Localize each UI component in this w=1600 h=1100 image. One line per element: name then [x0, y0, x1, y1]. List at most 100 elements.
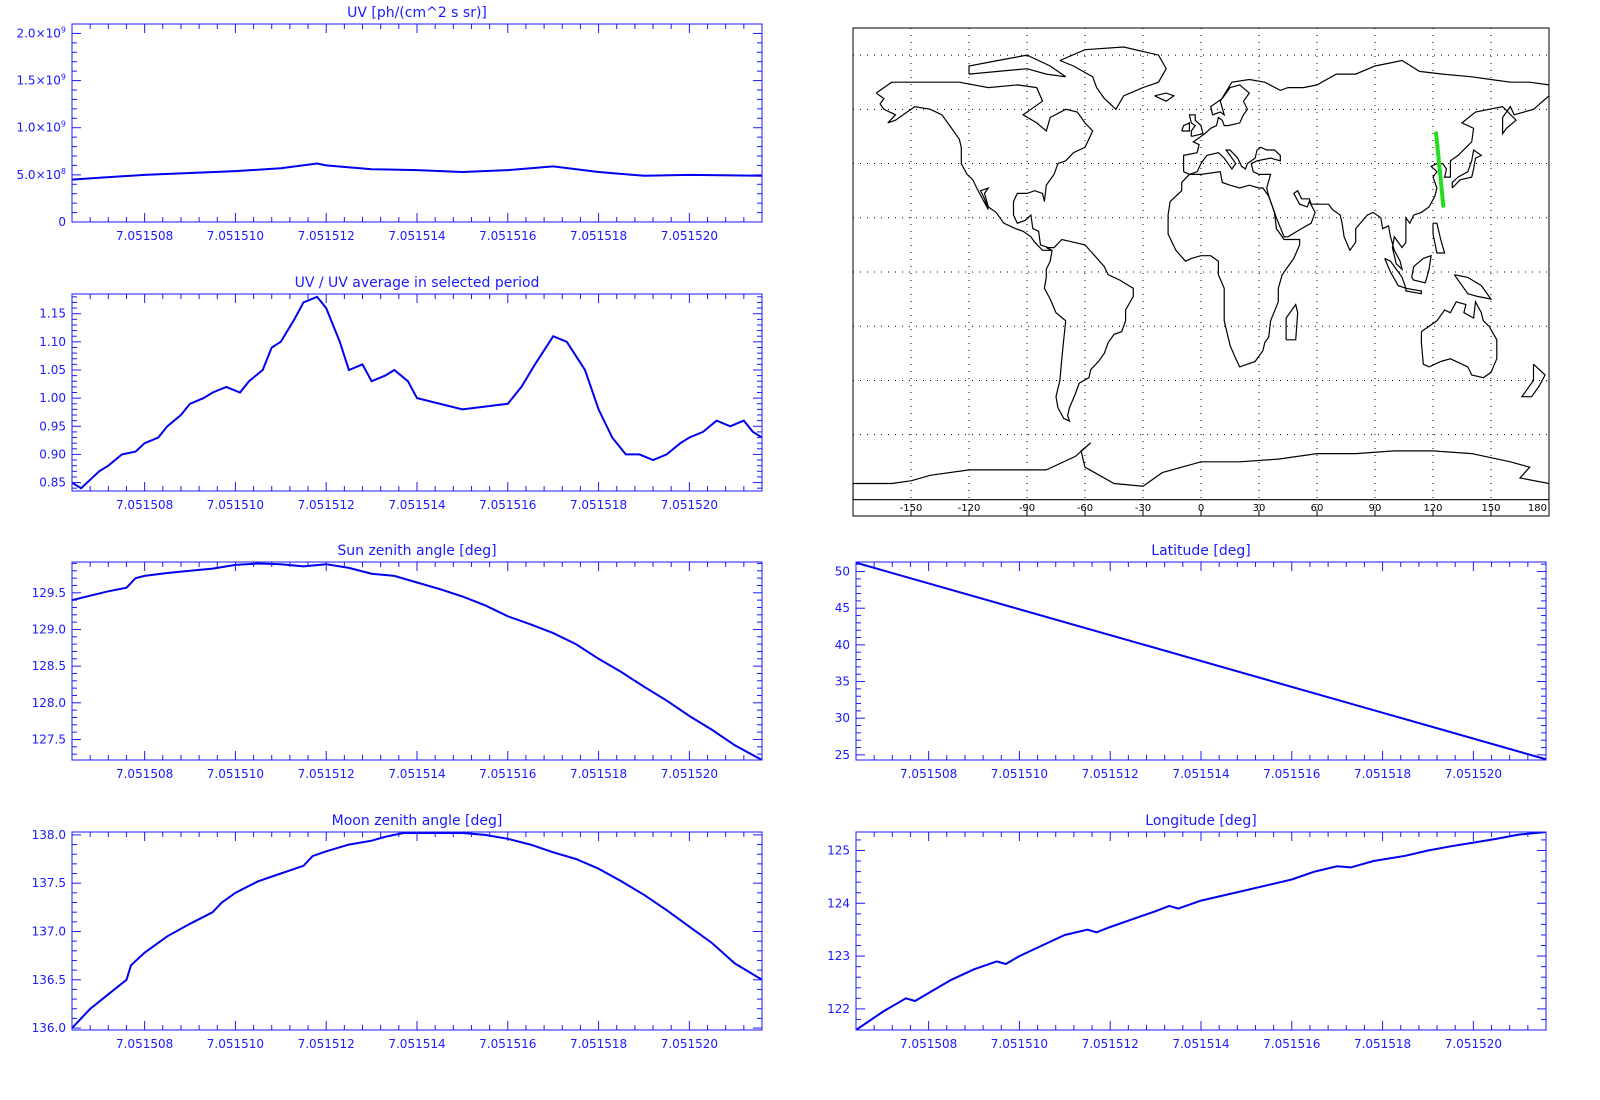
map-x-tick-label: 30	[1253, 503, 1266, 514]
coastline-ireland	[1181, 121, 1191, 132]
x-tick-label: 7.051510	[207, 767, 264, 781]
coastline-japan	[1451, 148, 1483, 189]
series-line	[72, 295, 762, 490]
x-tick-label: 7.051512	[298, 498, 355, 512]
map-x-tick-label: 120	[1423, 503, 1442, 514]
x-tick-label: 7.051518	[1354, 767, 1411, 781]
x-tick-label: 7.051508	[116, 498, 173, 512]
x-tick-label: 7.051520	[1445, 767, 1502, 781]
series-line	[856, 562, 1546, 760]
x-tick-label: 7.051516	[479, 229, 536, 243]
x-tick-label: 7.051518	[570, 498, 627, 512]
x-tick-label: 7.051518	[1354, 1037, 1411, 1051]
x-tick-label: 7.051514	[388, 229, 445, 243]
series-line	[856, 832, 1546, 1030]
x-tick-label: 7.051520	[661, 767, 718, 781]
map-x-tick-label: -60	[1077, 503, 1093, 514]
y-tick-label: 137.5	[32, 876, 66, 890]
map-x-tick-label: -120	[958, 503, 981, 514]
x-tick-label: 7.051520	[1445, 1037, 1502, 1051]
y-tick-label: 1.15	[39, 307, 66, 321]
uv-ratio-panel: UV / UV average in selected period 7.0515…	[39, 275, 763, 512]
x-tick-label: 7.051518	[570, 1037, 627, 1051]
y-tick-label: 50	[835, 565, 850, 579]
plot-frame	[71, 561, 763, 761]
x-tick-label: 7.051516	[479, 767, 536, 781]
y-tick-label: 128.5	[32, 659, 66, 673]
sun-zenith-panel: Sun zenith angle [deg] 7.051508 7.051510 7.…	[32, 543, 763, 781]
moon-zenith-panel: Moon zenith angle [deg] 7.051508 7.051510 7…	[32, 813, 763, 1051]
y-tick-label: 1.0×109	[16, 120, 66, 135]
x-tick-label: 7.051516	[1263, 1037, 1320, 1051]
x-tick-label: 7.051512	[1082, 767, 1139, 781]
y-tick-label: 0.95	[39, 419, 66, 433]
map-frame	[852, 27, 1550, 517]
y-tick-label: 0.85	[39, 476, 66, 490]
y-tick-label: 125	[827, 843, 850, 857]
y-tick-label: 129.0	[32, 622, 66, 636]
x-tick-label: 7.051514	[1172, 1037, 1229, 1051]
coastline-philippines	[1432, 222, 1446, 254]
world-map-panel: -150 -120 -90 -60 -30 0 30 60 90 120 150 180	[852, 27, 1550, 517]
y-tick-label: 35	[835, 675, 850, 689]
y-tick-label: 138.0	[32, 828, 66, 842]
y-tick-label: 25	[835, 748, 850, 762]
series-line	[72, 832, 762, 1029]
longitude-panel: Longitude [deg] 7.051508 7.051510 7.051512 7…	[827, 813, 1547, 1051]
coastline-iceland	[1154, 92, 1176, 102]
x-tick-label: 7.051518	[570, 229, 627, 243]
y-tick-label: 1.00	[39, 391, 66, 405]
x-tick-label: 7.051514	[388, 498, 445, 512]
chart-title: Moon zenith angle [deg]	[332, 813, 503, 829]
y-tick-label: 1.10	[39, 335, 66, 349]
coastline-java	[1405, 287, 1423, 295]
x-tick-label: 7.051508	[116, 1037, 173, 1051]
coastline-borneo	[1411, 254, 1432, 284]
map-x-tick-label: -90	[1019, 503, 1035, 514]
x-tick-label: 7.051510	[991, 767, 1048, 781]
map-x-tick-label: 90	[1369, 503, 1382, 514]
x-tick-label: 7.051510	[991, 1037, 1048, 1051]
y-tick-label: 0.90	[39, 447, 66, 461]
x-tick-label: 7.051520	[661, 498, 718, 512]
chart-title: UV [ph/(cm^2 s sr)]	[347, 5, 487, 21]
y-tick-label: 1.5×109	[16, 73, 66, 88]
x-tick-label: 7.051516	[479, 498, 536, 512]
map-x-tick-label: -30	[1135, 503, 1151, 514]
map-x-tick-label: 60	[1311, 503, 1324, 514]
map-x-tick-label: 0	[1198, 503, 1204, 514]
y-tick-label: 127.5	[32, 732, 66, 746]
x-tick-label: 7.051510	[207, 229, 264, 243]
coastline-north-america	[875, 81, 1094, 251]
y-tick-label: 136.0	[32, 1021, 66, 1035]
map-x-tick-label: -150	[900, 503, 923, 514]
chart-title: Sun zenith angle [deg]	[337, 543, 496, 559]
x-tick-label: 7.051508	[116, 767, 173, 781]
x-tick-label: 7.051512	[298, 229, 355, 243]
coastline-antarctica	[853, 442, 1549, 501]
plot-frame	[855, 831, 1547, 1031]
y-tick-label: 30	[835, 711, 850, 725]
coastline-eurasia	[1182, 59, 1549, 272]
coastline-south-america	[1043, 238, 1134, 423]
uv-panel: UV [ph/(cm^2 s sr)] 7.051508 7.051510 7.051…	[16, 5, 763, 243]
x-tick-label: 7.051512	[298, 1037, 355, 1051]
x-tick-label: 7.051512	[298, 767, 355, 781]
coastline-africa	[1167, 171, 1301, 368]
y-tick-label: 136.5	[32, 973, 66, 987]
plot-frame	[71, 293, 763, 492]
y-tick-label: 137.0	[32, 924, 66, 938]
y-tick-label: 128.0	[32, 696, 66, 710]
y-tick-label: 40	[835, 638, 850, 652]
coastline-australia	[1420, 299, 1498, 379]
y-tick-label: 2.0×109	[16, 25, 66, 40]
coastline-new-guinea	[1453, 274, 1493, 300]
x-tick-label: 7.051518	[570, 767, 627, 781]
chart-title: UV / UV average in selected period	[295, 275, 540, 291]
coastline-uk	[1188, 114, 1204, 137]
coastline-sumatra	[1384, 257, 1407, 290]
x-tick-label: 7.051514	[1172, 767, 1229, 781]
x-tick-label: 7.051508	[900, 1037, 957, 1051]
coastline-greenland	[1059, 46, 1167, 111]
